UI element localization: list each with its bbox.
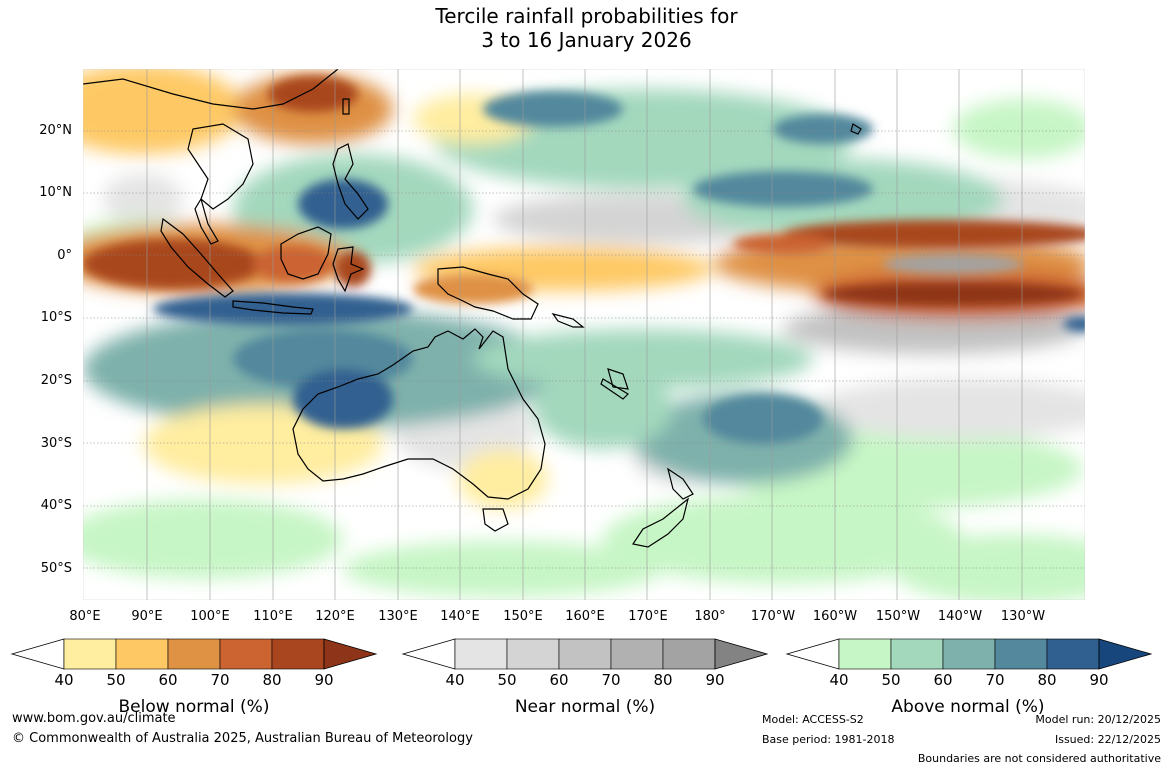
swatch	[1098, 638, 1153, 670]
model-name: Model: ACCESS-S2	[762, 713, 864, 726]
swatch	[662, 638, 716, 670]
swatch	[63, 638, 117, 670]
near-tick: 80	[653, 671, 673, 689]
swatch	[115, 638, 169, 670]
graticule	[83, 130, 1085, 569]
above-tick: 80	[1037, 671, 1057, 689]
lon-label: 140°W	[937, 609, 983, 624]
swatch	[838, 638, 892, 670]
above-normal-label: Above normal (%)	[891, 697, 1045, 717]
copyright: © Commonwealth of Australia 2025, Austra…	[12, 731, 473, 746]
boundaries-disclaimer: Boundaries are not considered authoritat…	[917, 752, 1161, 765]
coastlines	[83, 69, 862, 548]
above-tick: 90	[1089, 671, 1109, 689]
lon-label: 130°W	[1000, 609, 1046, 624]
above-tick: 70	[985, 671, 1005, 689]
near-tick: 40	[445, 671, 465, 689]
below-tick: 70	[210, 671, 230, 689]
lat-label: 20°S	[40, 373, 72, 388]
swatch	[219, 638, 273, 670]
lon-label: 130°E	[378, 609, 418, 624]
above-tick: 50	[881, 671, 901, 689]
lat-label: 10°S	[40, 310, 72, 325]
lon-label: 170°W	[750, 609, 796, 624]
swatch	[890, 638, 944, 670]
lon-label: 80°E	[69, 609, 101, 624]
lon-label: 170°E	[628, 609, 668, 624]
lat-label: 0°	[57, 248, 72, 263]
website-link[interactable]: www.bom.gov.au/climate	[12, 711, 176, 726]
below-tick: 50	[106, 671, 126, 689]
lon-label: 140°E	[440, 609, 480, 624]
model-run: Model run: 20/12/2025	[1035, 713, 1161, 726]
lon-label: 150°E	[503, 609, 543, 624]
below-tick: 40	[54, 671, 74, 689]
below-tick: 80	[262, 671, 282, 689]
lon-label: 100°E	[190, 609, 230, 624]
above-normal-colorbar	[785, 638, 1153, 670]
swatch	[610, 638, 664, 670]
lat-label: 50°S	[40, 561, 72, 576]
above-tick: 40	[829, 671, 849, 689]
near-normal-colorbar	[401, 638, 769, 670]
swatch	[942, 638, 996, 670]
near-tick: 70	[601, 671, 621, 689]
lon-label: 180°	[694, 609, 726, 624]
near-normal-label: Near normal (%)	[514, 697, 656, 717]
lon-label: 150°W	[875, 609, 921, 624]
swatch	[558, 638, 612, 670]
below-normal-label: Below normal (%)	[118, 697, 270, 717]
swatch	[454, 638, 508, 670]
australia-outline	[292, 328, 546, 500]
below-tick: 60	[158, 671, 178, 689]
map-title-line1: Tercile rainfall probabilities for	[435, 4, 738, 28]
below-normal-colorbar	[10, 638, 378, 670]
near-tick: 90	[705, 671, 725, 689]
near-tick: 50	[497, 671, 517, 689]
lat-label: 20°N	[39, 123, 72, 138]
swatch	[271, 638, 325, 670]
lon-label: 160°E	[565, 609, 605, 624]
lon-label: 160°W	[812, 609, 858, 624]
swatch	[167, 638, 221, 670]
above-tick: 60	[933, 671, 953, 689]
lon-label: 90°E	[131, 609, 163, 624]
rainfall-map	[83, 69, 1085, 600]
map-title-line2: 3 to 16 January 2026	[481, 28, 692, 52]
near-tick: 60	[549, 671, 569, 689]
base-period: Base period: 1981-2018	[762, 733, 895, 746]
below-tick: 90	[314, 671, 334, 689]
new-guinea-outline	[437, 266, 539, 320]
lat-label: 10°N	[39, 185, 72, 200]
new-zealand-outline	[667, 467, 694, 500]
lat-label: 40°S	[40, 498, 72, 513]
swatch	[1046, 638, 1100, 670]
swatch	[714, 638, 769, 670]
lon-label: 110°E	[253, 609, 293, 624]
issued-date: Issued: 22/12/2025	[1054, 733, 1161, 746]
lon-label: 120°E	[315, 609, 355, 624]
swatch	[506, 638, 560, 670]
lat-label: 30°S	[40, 436, 72, 451]
swatch	[323, 638, 378, 670]
swatch	[994, 638, 1048, 670]
